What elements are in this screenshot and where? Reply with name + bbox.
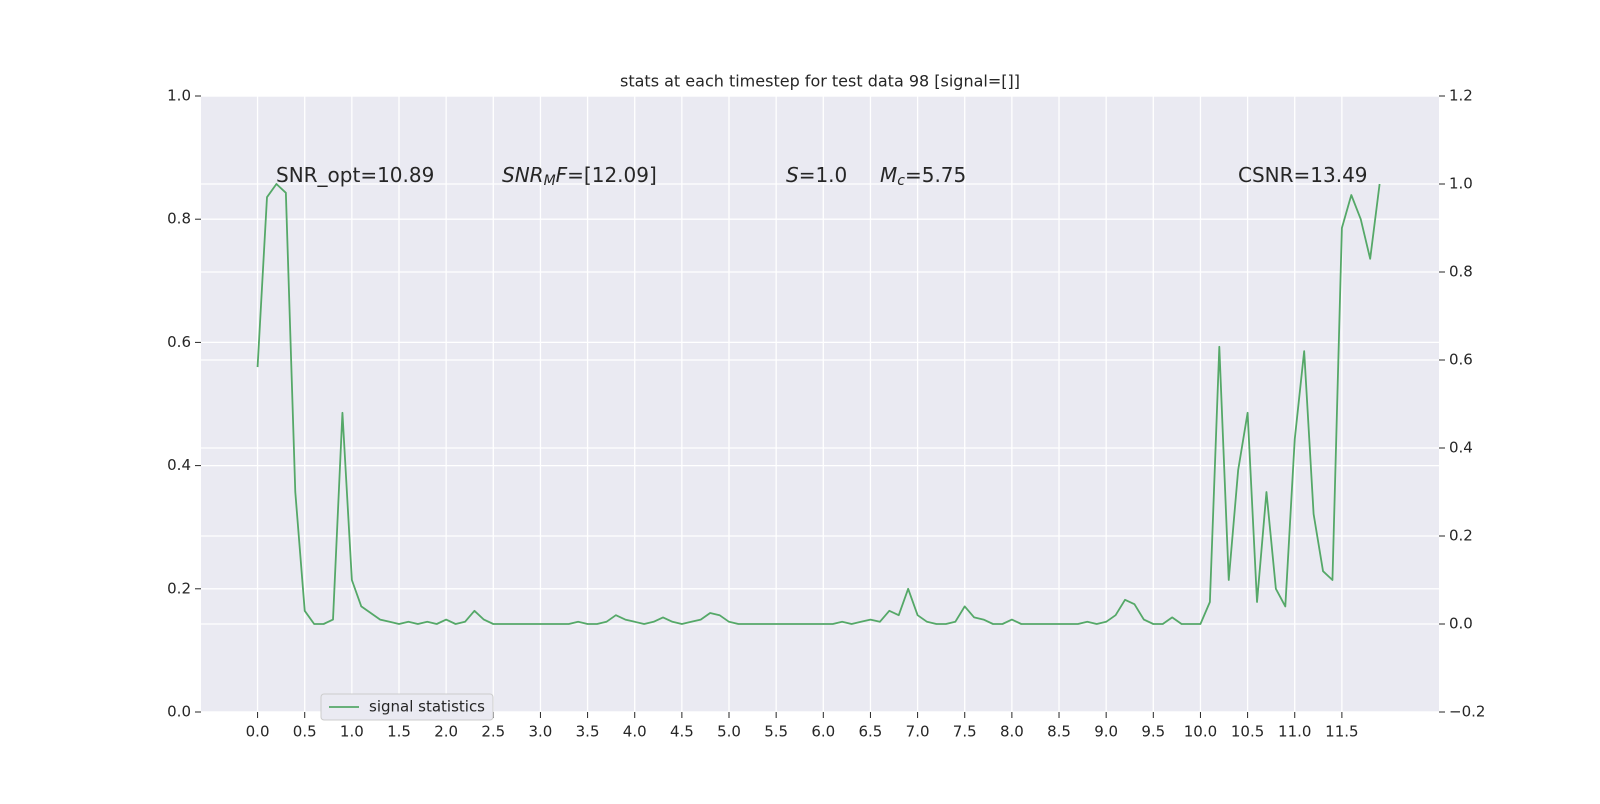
y2-tick-label: 0.8 bbox=[1449, 263, 1473, 281]
annotation: Mc=5.75 bbox=[880, 163, 966, 190]
x-tick-label: 2.5 bbox=[481, 723, 505, 741]
y-tick-label: 0.8 bbox=[167, 210, 191, 228]
x-tick-label: 0.5 bbox=[293, 723, 317, 741]
chart-title: stats at each timestep for test data 98 … bbox=[620, 72, 1020, 91]
x-tick-label: 6.5 bbox=[859, 723, 883, 741]
y2-tick-label: 0.4 bbox=[1449, 439, 1473, 457]
grid bbox=[201, 95, 1439, 713]
annotation-part: S bbox=[786, 163, 799, 187]
series-line bbox=[256, 183, 1381, 625]
annotation-part: c bbox=[897, 173, 905, 189]
y-tick-label: 0.4 bbox=[167, 456, 191, 474]
x-tick-label: 11.5 bbox=[1325, 723, 1358, 741]
x-tick-label: 4.0 bbox=[623, 723, 647, 741]
x-tick-label: 9.0 bbox=[1094, 723, 1118, 741]
y2-tick-label: 0.6 bbox=[1449, 351, 1473, 369]
y-tick-label: 0.0 bbox=[167, 703, 191, 721]
x-tick-label: 9.5 bbox=[1141, 723, 1165, 741]
x-tick-label: 4.5 bbox=[670, 723, 694, 741]
x-tick-label: 3.0 bbox=[529, 723, 553, 741]
y-tick-label: 0.2 bbox=[167, 579, 191, 597]
annotation-part: M bbox=[880, 163, 897, 187]
x-tick-label: 7.0 bbox=[906, 723, 930, 741]
x-tick-label: 6.0 bbox=[811, 723, 835, 741]
y2-tick-label: 1.2 bbox=[1449, 87, 1473, 105]
x-tick-label: 10.0 bbox=[1184, 723, 1217, 741]
annotation-part: SNR bbox=[502, 163, 544, 187]
x-tick-label: 10.5 bbox=[1231, 723, 1264, 741]
y2-tick-label: 0.2 bbox=[1449, 527, 1473, 545]
x-tick-label: 0.0 bbox=[246, 723, 270, 741]
legend-box bbox=[320, 693, 494, 721]
x-tick-label: 11.0 bbox=[1278, 723, 1311, 741]
annotation-part: =1.0 bbox=[799, 163, 848, 187]
plot-area bbox=[201, 96, 1439, 712]
y2-tick-label: 0.0 bbox=[1449, 615, 1473, 633]
annotation: SNR_opt=10.89 bbox=[276, 163, 434, 187]
annotation-part: M bbox=[544, 173, 556, 189]
annotation-part: =[12.09] bbox=[567, 163, 657, 187]
annotation-part: F bbox=[556, 163, 568, 187]
x-tick-label: 7.5 bbox=[953, 723, 977, 741]
annotation-part: CSNR=13.49 bbox=[1238, 163, 1368, 187]
annotation: S=1.0 bbox=[786, 163, 847, 187]
y-tick-label: 0.6 bbox=[167, 333, 191, 351]
x-tick-label: 1.5 bbox=[387, 723, 411, 741]
y2-tick-label: 1.0 bbox=[1449, 175, 1473, 193]
annotation-part: SNR_opt=10.89 bbox=[276, 163, 434, 187]
annotation: CSNR=13.49 bbox=[1238, 163, 1368, 187]
x-tick-label: 2.0 bbox=[434, 723, 458, 741]
annotation: SNRMF=[12.09] bbox=[502, 163, 657, 190]
x-tick-label: 8.0 bbox=[1000, 723, 1024, 741]
legend-label: signal statistics bbox=[369, 698, 485, 716]
annotation-part: =5.75 bbox=[905, 163, 966, 187]
x-tick-label: 1.0 bbox=[340, 723, 364, 741]
x-tick-label: 8.5 bbox=[1047, 723, 1071, 741]
y-tick-label: 1.0 bbox=[167, 87, 191, 105]
y2-tick-label: −0.2 bbox=[1449, 703, 1485, 721]
x-tick-label: 5.5 bbox=[764, 723, 788, 741]
x-tick-label: 3.5 bbox=[576, 723, 600, 741]
x-tick-label: 5.0 bbox=[717, 723, 741, 741]
legend: signal statistics bbox=[320, 693, 494, 721]
